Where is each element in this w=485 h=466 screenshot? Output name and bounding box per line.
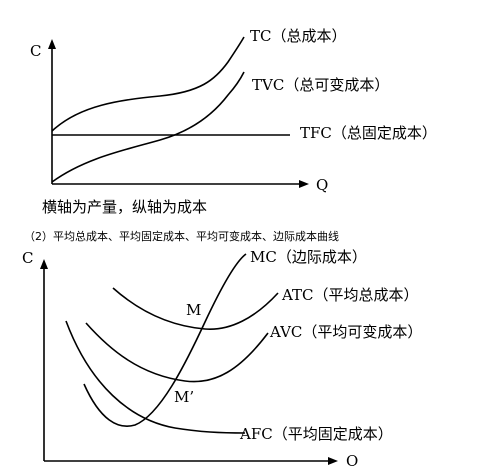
top-x-axis-arrow	[299, 180, 309, 188]
top-caption: 横轴为产量，纵轴为成本	[42, 198, 207, 216]
mc-label: MC（边际成本）	[250, 248, 367, 266]
bottom-y-axis-arrow	[40, 259, 48, 269]
tfc-label: TFC（总固定成本）	[300, 124, 437, 142]
afc-label: AFC（平均固定成本）	[239, 425, 393, 443]
section-title: （2）平均总成本、平均固定成本、平均可变成本、边际成本曲线	[24, 229, 339, 243]
avc-curve	[85, 322, 269, 383]
average-cost-diagram: C Q MC（边际成本） ATC（平均总成本） AVC（平均可变成本） AFC（…	[22, 248, 422, 466]
bottom-y-axis-label: C	[22, 249, 33, 267]
total-cost-diagram: C Q TC（总成本） TVC（总可变成本） TFC（总固定成本） 横轴为产量，…	[30, 27, 437, 216]
avc-label: AVC（平均可变成本）	[269, 323, 422, 341]
bottom-x-axis-label: Q	[346, 452, 358, 466]
atc-curve	[112, 287, 279, 330]
bottom-x-axis-arrow	[328, 457, 338, 465]
atc-label: ATC（平均总成本）	[281, 286, 419, 304]
tc-curve	[51, 36, 245, 132]
tvc-curve	[51, 71, 245, 183]
point-m-prime-label: M’	[174, 388, 194, 406]
top-x-axis-label: Q	[316, 176, 328, 194]
top-y-axis-label: C	[30, 42, 41, 60]
point-m-label: M	[186, 301, 201, 319]
tvc-label: TVC（总可变成本）	[252, 76, 389, 94]
afc-curve	[65, 320, 246, 434]
tc-label: TC（总成本）	[250, 27, 346, 45]
mc-curve	[83, 253, 247, 427]
top-y-axis-arrow	[48, 39, 56, 49]
